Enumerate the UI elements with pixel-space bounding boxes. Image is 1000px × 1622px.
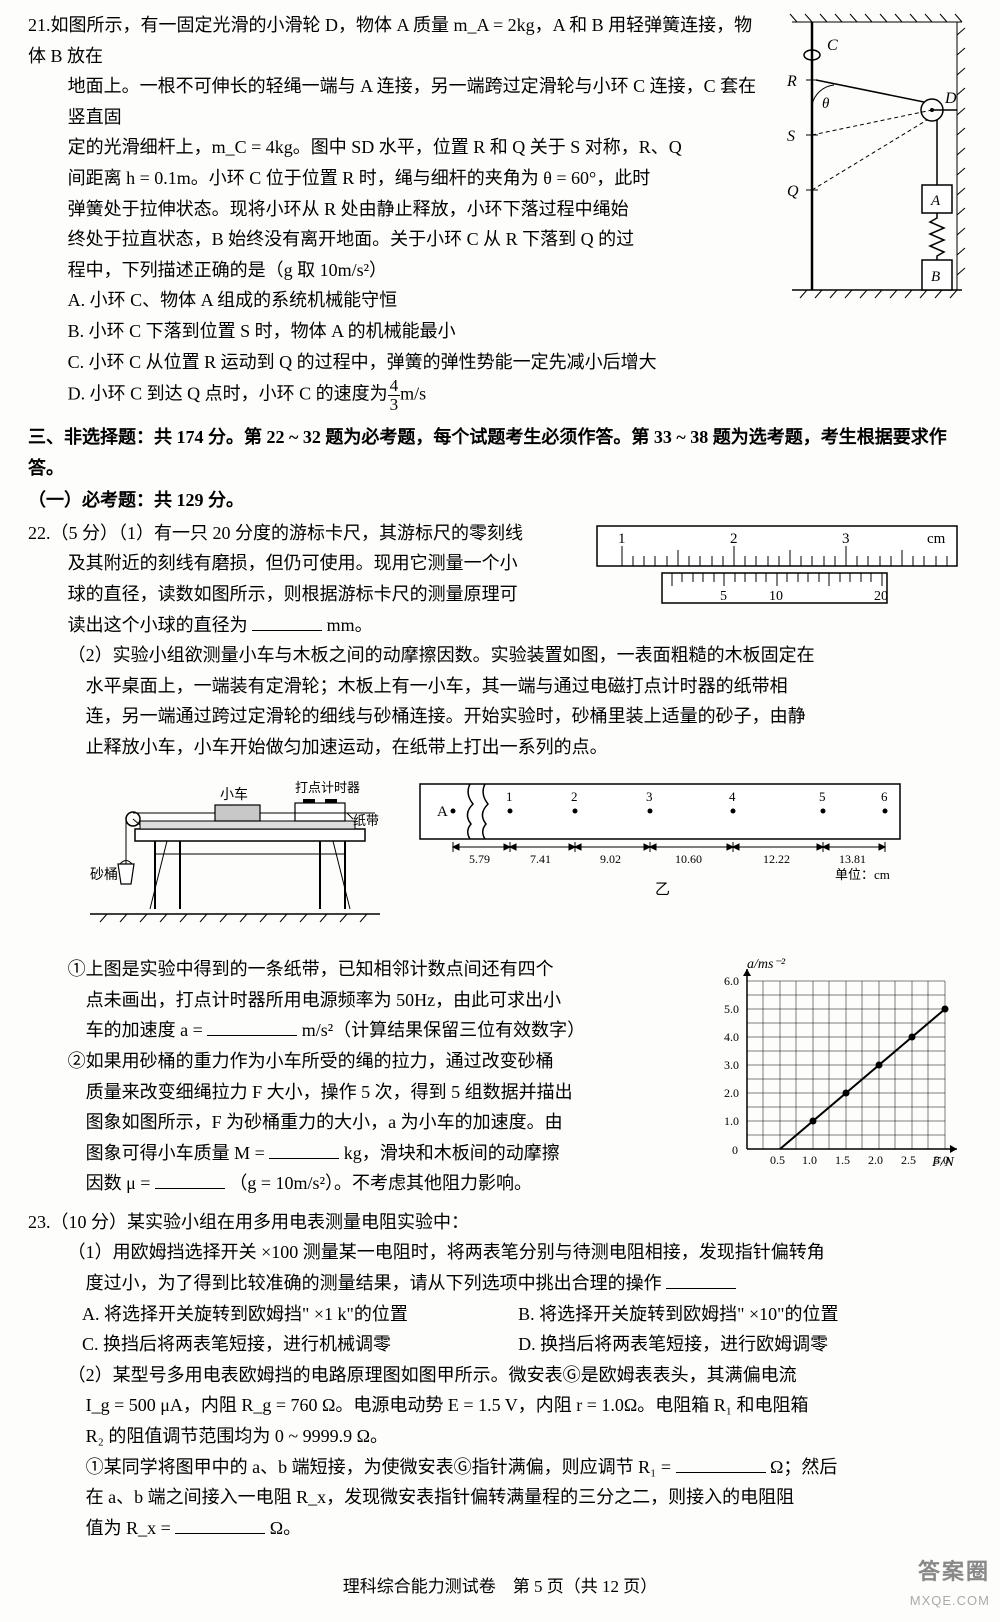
q23-opt-c: C. 换挡后将两表笔短接，进行机械调零 (82, 1329, 518, 1360)
svg-text:5: 5 (720, 589, 727, 604)
svg-text:10.60: 10.60 (675, 852, 702, 866)
svg-text:cm: cm (927, 531, 946, 547)
svg-text:2.5: 2.5 (901, 1153, 916, 1167)
svg-text:A: A (930, 193, 941, 209)
svg-text:2: 2 (571, 789, 578, 804)
svg-text:C: C (827, 37, 838, 54)
svg-text:纸带: 纸带 (353, 813, 379, 828)
svg-text:5: 5 (819, 789, 826, 804)
svg-text:R: R (786, 73, 797, 90)
svg-text:2.0: 2.0 (724, 1086, 739, 1100)
svg-text:砂桶: 砂桶 (90, 867, 118, 883)
svg-text:乙: 乙 (655, 882, 670, 898)
svg-text:1: 1 (506, 789, 513, 804)
svg-text:20: 20 (874, 589, 888, 604)
q22-graph: a/ms⁻² F/N 0 1.0 2.0 3.0 4.0 5.0 6. (702, 954, 972, 1189)
svg-text:小车: 小车 (220, 786, 248, 803)
svg-text:2.0: 2.0 (868, 1153, 883, 1167)
svg-text:D: D (944, 90, 957, 107)
svg-text:1: 1 (618, 531, 626, 547)
svg-text:A: A (437, 804, 448, 820)
q22-p4: ②如果用砂桶的重力作为小车所受的绳的拉力，通过改变砂桶 质量来改变细绳拉力 F … (68, 1046, 692, 1199)
svg-text:1.0: 1.0 (724, 1114, 739, 1128)
svg-text:3: 3 (646, 789, 653, 804)
svg-text:1.0: 1.0 (802, 1153, 817, 1167)
svg-text:3.0: 3.0 (724, 1058, 739, 1072)
svg-text:12.22: 12.22 (763, 852, 790, 866)
page-footer: 理科综合能力测试卷 第 5 页（共 12 页） (28, 1573, 972, 1602)
svg-text:θ: θ (822, 96, 830, 112)
q23-opt-b: B. 将选择开关旋转到欧姆挡" ×10"的位置 (518, 1299, 954, 1330)
q21-opt-d: D. 小环 C 到达 Q 点时，小环 C 的速度为43m/s (28, 377, 972, 414)
q22-ruler-figure: 1 2 3 cm 5 10 20 (592, 518, 972, 623)
q21-opt-c: C. 小环 C 从位置 R 运动到 Q 的过程中，弹簧的弹性势能一定先减小后增大 (28, 347, 972, 378)
svg-text:5.0: 5.0 (724, 1002, 739, 1016)
svg-text:7.41: 7.41 (530, 852, 551, 866)
question-21: C R S Q D θ A (28, 10, 972, 414)
watermark: 答案圈 MXQE.COM (910, 1553, 990, 1612)
question-22: 22.（5 分）（1）有一只 20 分度的游标卡尺，其游标尺的零刻线 及其附近的… (28, 518, 972, 1199)
svg-text:6: 6 (881, 789, 888, 804)
section-3-title: 三、非选择题：共 174 分。第 22 ~ 32 题为必考题，每个试题考生必须作… (28, 422, 972, 483)
svg-text:S: S (787, 128, 795, 145)
q23-opt-d: D. 换挡后将两表笔短接，进行欧姆调零 (518, 1329, 954, 1360)
svg-text:2: 2 (730, 531, 738, 547)
svg-text:单位：cm: 单位：cm (835, 867, 890, 882)
q21-opt-b: B. 小环 C 下落到位置 S 时，物体 A 的机械能最小 (28, 316, 972, 347)
svg-text:6.0: 6.0 (724, 974, 739, 988)
q23-opt-a: A. 将选择开关旋转到欧姆挡" ×1 k"的位置 (82, 1299, 518, 1330)
q21-figure: C R S Q D θ A (772, 10, 972, 310)
svg-text:5.79: 5.79 (469, 852, 490, 866)
svg-text:打点计时器: 打点计时器 (295, 780, 360, 795)
svg-text:3: 3 (842, 531, 850, 547)
svg-text:4: 4 (729, 789, 736, 804)
svg-text:9.02: 9.02 (600, 852, 621, 866)
svg-text:Q: Q (787, 183, 799, 200)
q22-fig-jia: 小车 砂桶 打点计时器 纸带 (85, 769, 385, 949)
svg-text:10: 10 (769, 589, 783, 604)
q22-fig-yi: A 1 2 3 4 5 6 5.79 (415, 769, 915, 949)
q22-p3: ①上图是实验中得到的一条纸带，已知相邻计数点间还有四个 点未画出，打点计时器所用… (68, 954, 692, 1046)
svg-text:3.0: 3.0 (934, 1153, 949, 1167)
svg-text:13.81: 13.81 (839, 852, 866, 866)
question-23: 23.（10 分）某实验小组在用多用电表测量电阻实验中： （1）用欧姆挡选择开关… (28, 1207, 972, 1544)
section-3-sub: （一）必考题：共 129 分。 (28, 485, 972, 516)
svg-text:a/ms⁻²: a/ms⁻² (747, 957, 786, 972)
q22-p2: （2）实验小组欲测量小车与木板之间的动摩擦因数。实验装置如图，一表面粗糙的木板固… (28, 640, 972, 762)
svg-text:B: B (931, 269, 940, 285)
svg-text:0: 0 (732, 1143, 738, 1157)
svg-text:0.5: 0.5 (770, 1153, 785, 1167)
svg-text:1.5: 1.5 (835, 1153, 850, 1167)
svg-text:4.0: 4.0 (724, 1030, 739, 1044)
